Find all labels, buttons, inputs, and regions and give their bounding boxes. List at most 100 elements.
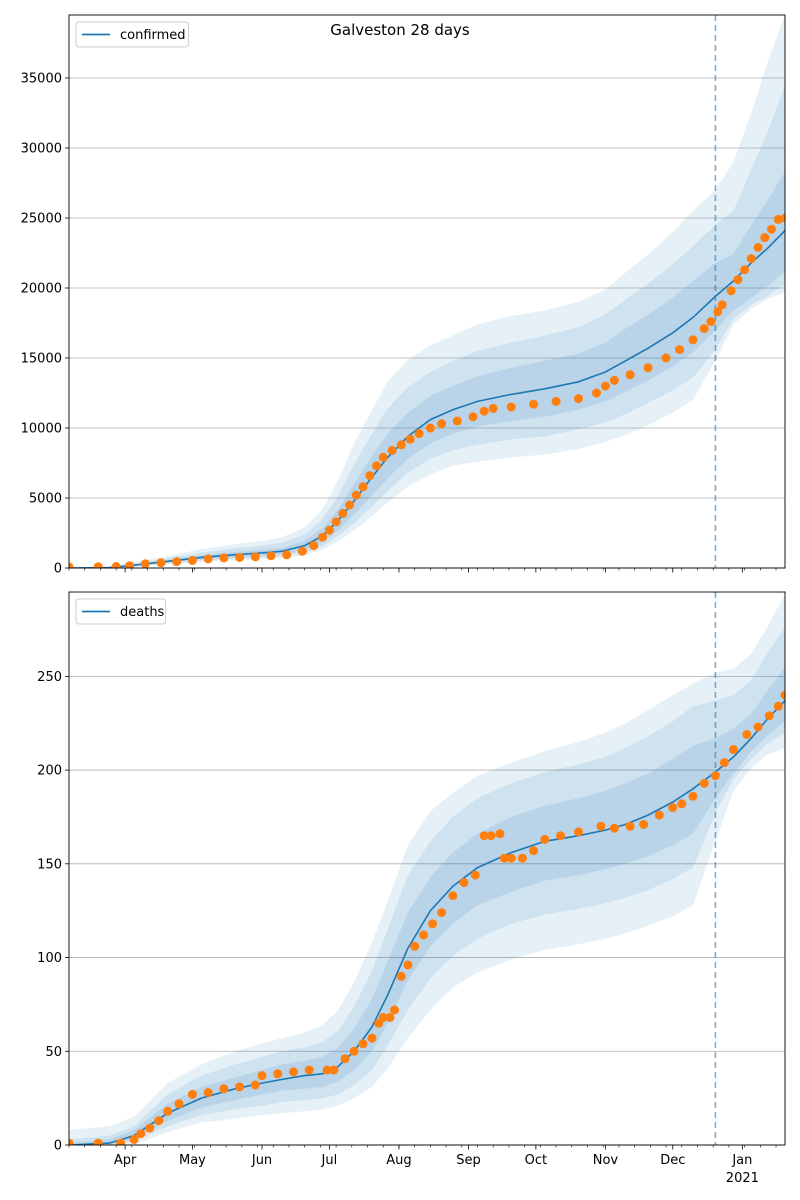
observed-point <box>486 831 496 841</box>
observed-point <box>396 971 406 981</box>
observed-point <box>367 1033 377 1043</box>
observed-point <box>145 1123 155 1133</box>
observed-point <box>470 870 480 880</box>
observed-point <box>116 1138 126 1145</box>
legend-box <box>75 21 189 48</box>
observed-point <box>372 461 381 471</box>
observed-point <box>742 730 752 739</box>
observed-point <box>740 265 750 275</box>
observed-point <box>69 1138 74 1145</box>
observed-point <box>773 214 783 224</box>
observed-point <box>717 300 727 310</box>
observed-point <box>365 471 375 481</box>
observed-point <box>574 394 583 404</box>
observed-point <box>378 1013 388 1022</box>
observed-point <box>250 1080 260 1090</box>
y-tick-label: 30000 <box>21 142 62 157</box>
observed-point <box>235 1082 245 1092</box>
observed-point <box>600 381 610 391</box>
x-tick-label: Apr <box>114 1153 137 1168</box>
observed-point <box>358 1039 368 1049</box>
observed-point <box>773 701 783 711</box>
y-tick-label: 0 <box>54 562 62 577</box>
observed-point <box>257 1071 267 1081</box>
observed-point <box>405 434 415 444</box>
observed-point <box>437 908 447 918</box>
plot-area <box>69 592 785 1145</box>
y-tick-label: 250 <box>37 670 62 685</box>
observed-point <box>468 412 478 422</box>
observed-point <box>387 445 397 455</box>
x-tick-label: Oct <box>525 1153 547 1168</box>
observed-point <box>726 286 736 296</box>
observed-point <box>753 722 763 732</box>
observed-point <box>710 771 720 781</box>
y-tick-label: 100 <box>37 951 62 966</box>
observed-point <box>639 819 649 829</box>
observed-point <box>746 254 756 264</box>
observed-point <box>760 233 770 243</box>
observed-point <box>322 1065 332 1075</box>
observed-point <box>688 335 698 345</box>
observed-point <box>699 778 709 788</box>
observed-point <box>688 791 698 801</box>
observed-point <box>378 452 388 462</box>
observed-point <box>706 317 716 327</box>
observed-point <box>506 402 516 412</box>
observed-point <box>282 550 292 560</box>
observed-point <box>437 419 447 429</box>
legend: deaths <box>75 598 167 625</box>
observed-point <box>668 803 678 813</box>
y-tick-label: 50 <box>45 1045 62 1060</box>
band-95-area <box>69 15 785 568</box>
band-80-area <box>69 627 785 1145</box>
observed-point <box>479 406 489 416</box>
observed-point <box>764 711 774 721</box>
observed-point <box>349 1046 359 1056</box>
x-tick-sublabel: 2021 <box>726 1171 759 1186</box>
observed-point <box>340 1054 350 1064</box>
observed-point <box>733 275 743 285</box>
plot-area <box>69 15 785 568</box>
x-tick-label: Aug <box>386 1153 411 1168</box>
observed-point <box>203 554 213 564</box>
figure-title: Galveston 28 days <box>330 21 470 39</box>
model-median-line <box>69 700 785 1145</box>
legend-label: deaths <box>120 605 165 620</box>
observed-point <box>318 532 328 542</box>
observed-point <box>661 353 671 363</box>
observed-point <box>713 307 723 317</box>
observed-point <box>609 375 619 385</box>
observed-point <box>654 810 664 820</box>
observed-point <box>219 553 229 563</box>
observed-point <box>643 363 653 373</box>
observed-point <box>551 396 561 406</box>
observed-point <box>780 690 785 700</box>
observed-point <box>154 1116 164 1126</box>
band-50-area <box>69 667 785 1145</box>
observed-point <box>111 562 121 568</box>
observed-point <box>93 1138 103 1145</box>
x-tick-label: Jan <box>731 1153 752 1168</box>
y-tick-label: 15000 <box>21 352 62 367</box>
observed-point <box>753 242 763 252</box>
band-50-area <box>69 171 785 568</box>
observed-point <box>767 224 776 234</box>
observed-point <box>452 416 462 426</box>
observed-point <box>410 941 420 951</box>
observed-point <box>574 827 583 837</box>
observed-point <box>403 960 413 970</box>
observed-point <box>331 517 341 527</box>
observed-point <box>187 555 197 565</box>
observed-point <box>425 423 435 433</box>
observed-point <box>448 891 458 901</box>
observed-point <box>273 1069 283 1079</box>
observed-point <box>358 482 368 492</box>
observed-point <box>625 370 635 380</box>
y-tick-label: 35000 <box>21 72 62 87</box>
observed-point <box>235 553 245 562</box>
band-80-area <box>69 85 785 568</box>
observed-point <box>174 1099 184 1109</box>
x-tick-label: Sep <box>456 1153 481 1168</box>
